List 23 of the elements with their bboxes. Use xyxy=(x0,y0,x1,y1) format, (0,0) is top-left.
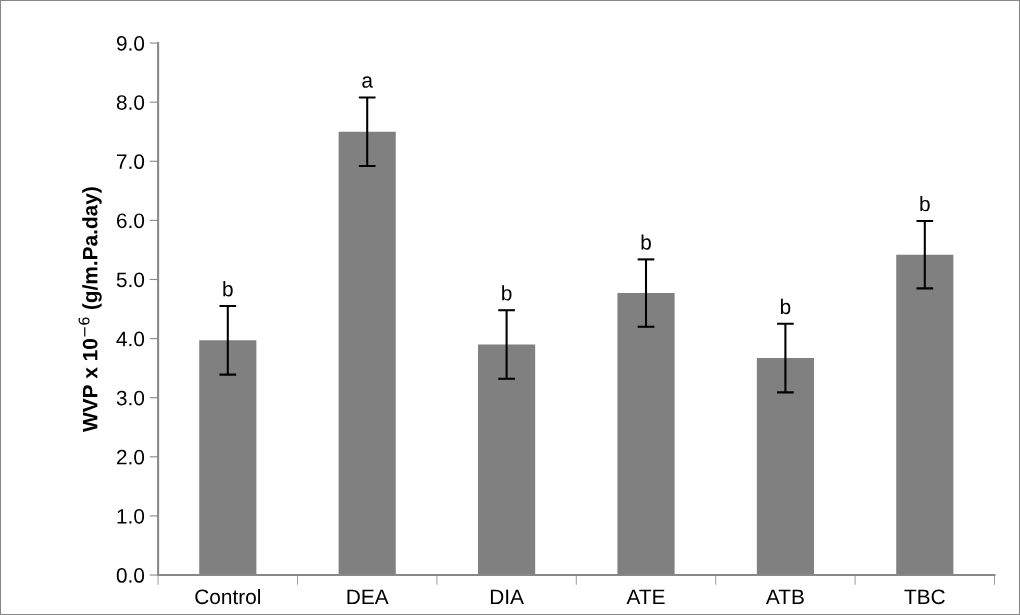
y-tick-label: 0.0 xyxy=(116,568,145,583)
annotation: a xyxy=(362,76,373,88)
y-tick-label: 9.0 xyxy=(116,36,145,51)
y-axis-title: WVP x 10$^{−6}$ (g/m.Pa.day) xyxy=(78,187,102,432)
x-tick-label: Control xyxy=(195,588,260,605)
y-tick-label: 8.0 xyxy=(116,95,145,110)
y-tick-label: 7.0 xyxy=(117,154,145,170)
y-tick-label: 6.0 xyxy=(117,213,145,229)
y-tick-label: 2.0 xyxy=(117,449,145,465)
x-tick-label: DEA xyxy=(347,589,389,605)
y-tick-label: 4.0 xyxy=(116,331,145,347)
x-tick-label: ATE xyxy=(626,589,665,605)
annotation: b xyxy=(920,195,930,212)
annotation: b xyxy=(641,234,651,250)
y-tick-label: 3.0 xyxy=(116,390,145,406)
annotation: b xyxy=(223,281,233,297)
x-tick-label: DIA xyxy=(490,589,524,605)
annotation: b xyxy=(502,285,512,301)
y-tick-label: 5.0 xyxy=(116,272,145,288)
y-tick-label: 1.0 xyxy=(117,508,145,524)
x-tick-label: TBC xyxy=(904,589,945,605)
annotation: b xyxy=(780,298,791,315)
x-tick-label: ATB xyxy=(765,589,804,605)
